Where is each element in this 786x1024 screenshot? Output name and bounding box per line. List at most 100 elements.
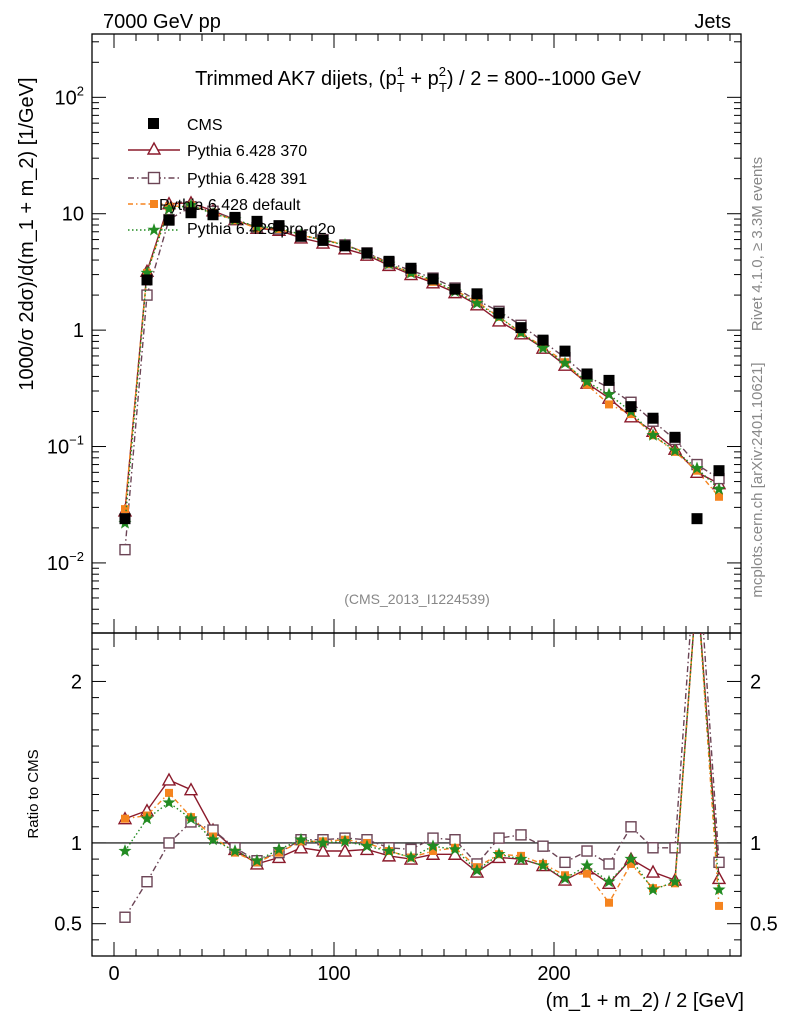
ratio-point-p391 [713,856,725,869]
ratio-point-p391 [692,531,702,541]
data-point-pq2o [470,296,484,309]
ratio-point-p391 [119,911,131,923]
analysis-tag: (CMS_2013_I1224539) [344,591,490,607]
ratio-panel: 0.5 0.5 1 1 2 2 0 100 200 Ratio to CMS (m_1 + m_… [25,531,778,1012]
ratio-point-pdef [165,788,173,797]
data-point-cms [229,211,241,223]
legend-item-cms: CMS [148,117,223,134]
data-point-pq2o [668,443,682,457]
ratio-point-p370 [183,782,199,796]
data-point-cms [471,288,483,300]
data-point-cms [669,431,681,443]
ratio-point-pq2o [316,836,330,849]
y-tick-label: 10 [62,204,84,226]
rivet-label: Rivet 4.1.0, ≥ 3.3M events [749,157,766,331]
ratio-point-pq2o [580,858,594,872]
ratio-point-p391 [537,840,549,852]
data-point-cms [273,220,285,232]
ratio-line-pdef [124,633,720,906]
data-point-pq2o [646,428,660,441]
data-point-pdef [121,505,129,514]
ratio-point-pq2o [691,579,702,590]
ratio-point-pq2o [184,811,198,825]
legend-label-pq2o: Pythia 6.428 pro-q2o [187,221,336,238]
main-y-label: 1000/σ 2dσ)/d(m_1 + m_2) [1/GeV] [16,77,38,390]
y-tick-label: 10−2 [47,549,84,575]
data-point-cms [691,513,703,525]
data-point-cms [427,273,439,285]
ratio-point-pdef [693,581,701,589]
ratio-y-tick-label: 0.5 [54,914,82,936]
ratio-point-p370 [161,772,177,786]
data-point-cms [625,401,637,413]
ratio-point-pq2o [294,832,308,846]
ratio-point-pq2o [382,844,396,857]
y-tick-label: 1 [73,320,84,342]
x-axis-label: (m_1 + m_2) / 2 [GeV] [546,990,744,1012]
ratio-y-tick-label-right: 0.5 [750,914,778,936]
data-point-pdef [583,380,591,389]
legend: CMS Pythia 6.428 370 Pythia 6.428 391 Py… [128,117,336,238]
ratio-point-pq2o [206,832,220,846]
title-sub1: T [397,80,405,95]
ratio-point-pq2o [646,882,660,896]
legend-label-p391: Pythia 6.428 391 [187,171,307,188]
main-series-layer [117,195,727,556]
ratio-point-pq2o [360,839,374,852]
legend-label-p370: Pythia 6.428 370 [187,143,307,160]
data-point-p391 [141,289,153,301]
legend-marker-p391 [147,171,161,185]
ratio-point-pq2o [338,834,352,847]
ratio-point-p391 [163,837,175,849]
series-line-pq2o [124,204,720,524]
data-point-cms [713,465,725,477]
title-sup2: 2 [439,64,446,79]
ratio-point-pq2o [426,839,440,852]
title-sub2: T [439,80,447,95]
ratio-point-pq2o [712,882,726,896]
data-point-cms [537,334,549,346]
legend-item-pq2o: Pythia 6.428 pro-q2o [128,221,336,238]
data-point-cms [339,240,351,252]
ratio-point-pdef [121,814,129,823]
ratio-point-pq2o [492,847,506,860]
ratio-y-tick-label-right: 1 [750,833,761,855]
legend-item-pdef: Pythia 6.428 default [128,197,301,214]
data-point-cms [581,368,593,380]
ratio-point-pq2o [272,842,286,856]
x-tick-label: 0 [108,963,119,985]
y-tick-base: 10 [62,204,84,226]
ratio-point-pq2o [140,811,154,825]
ratio-point-pq2o [470,863,484,877]
ratio-point-p391 [581,845,593,857]
ratio-point-p391 [625,821,637,833]
data-point-pq2o [558,356,572,369]
header-right: Jets [694,11,731,33]
series-line-pdef [124,204,720,510]
series-line-p370 [124,202,720,511]
ratio-point-pdef [583,869,591,878]
ratio-y-label: Ratio to CMS [25,749,42,838]
header-left: 7000 GeV pp [103,11,221,33]
data-point-cms [141,274,153,286]
ratio-point-pdef [605,898,613,907]
ratio-line-p391 [124,633,720,918]
mcplots-label: mcplots.cern.ch [arXiv:2401.10621] [749,362,766,597]
data-point-pq2o [602,387,616,400]
ratio-point-p391 [141,876,153,888]
legend-marker-cms [148,118,159,129]
title-suffix: ) / 2 = 800--1000 GeV [447,68,642,90]
ratio-point-pq2o [404,850,418,863]
ratio-point-pdef [715,901,723,910]
legend-label-cms: CMS [187,117,223,134]
data-point-cms [119,513,131,525]
ratio-point-p370 [691,579,703,590]
ratio-point-pq2o [668,874,682,888]
y-tick-base: 1 [73,320,84,342]
ratio-y-tick-label: 1 [71,833,82,855]
data-point-pq2o [712,482,726,495]
ratio-point-p370 [293,840,309,854]
